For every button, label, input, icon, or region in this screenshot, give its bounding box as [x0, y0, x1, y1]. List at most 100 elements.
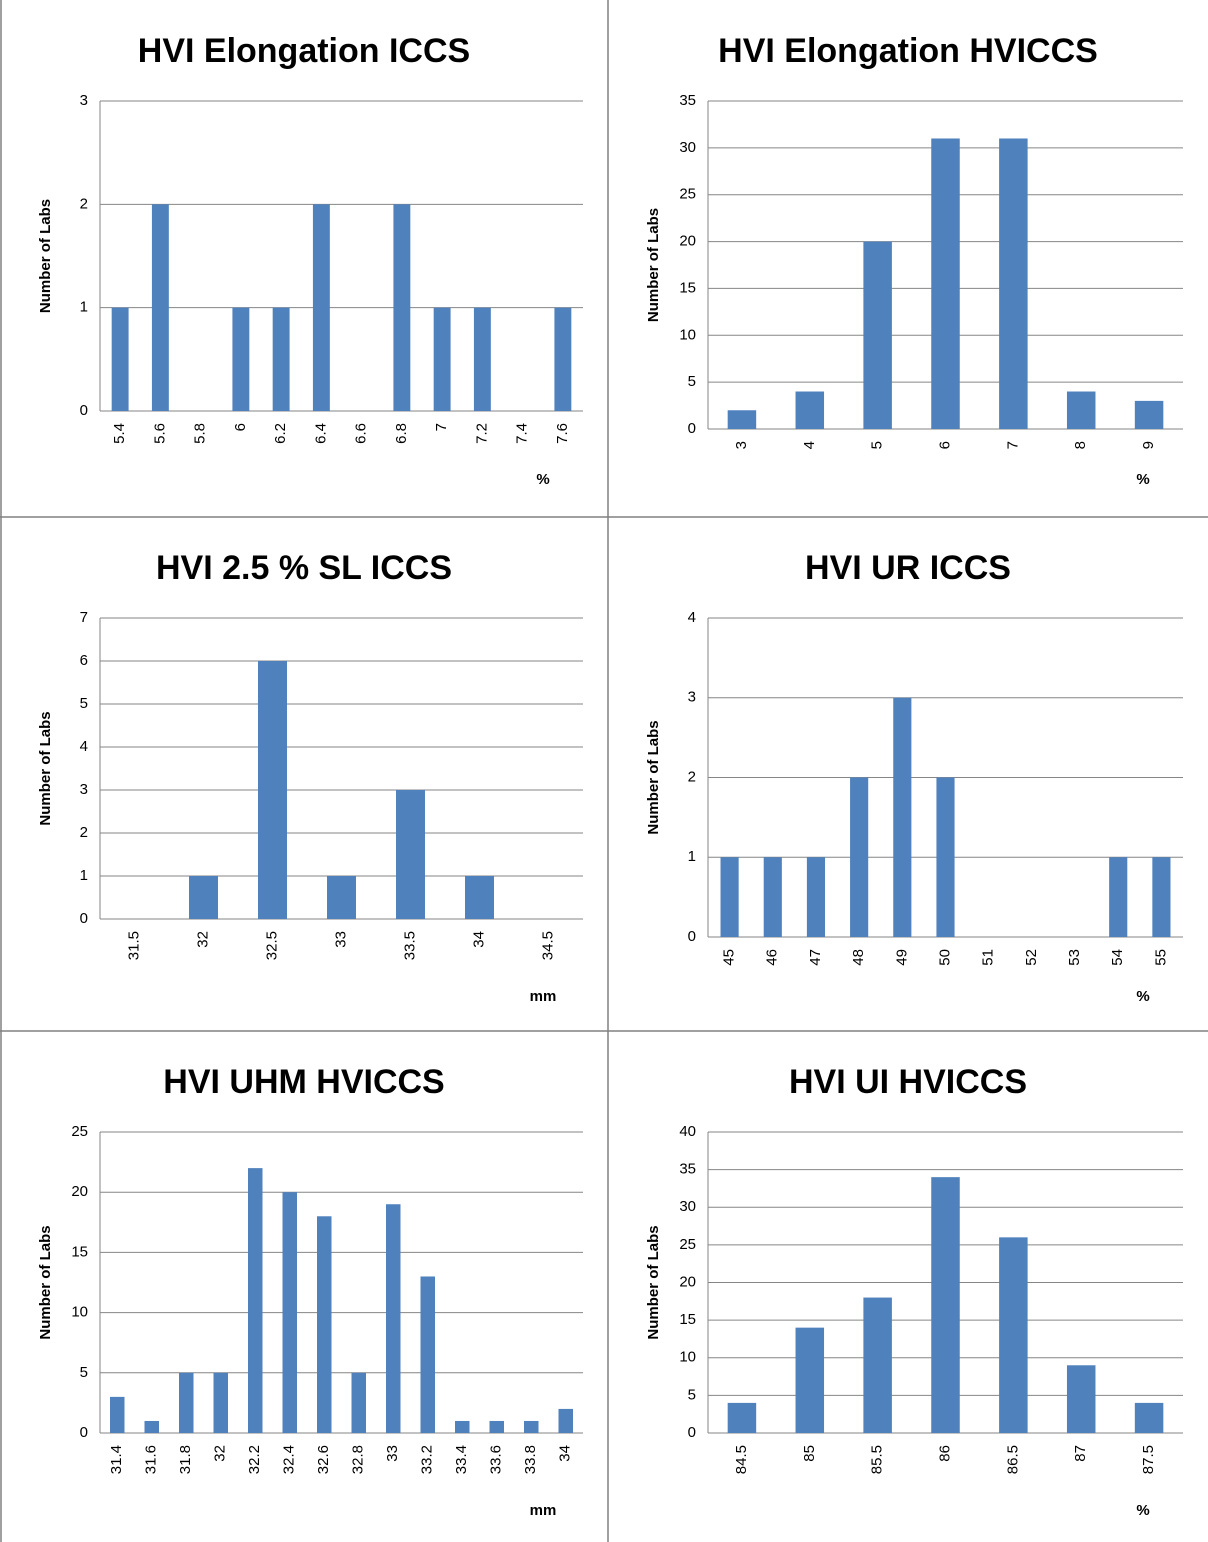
y-tick-label: 20 — [71, 1183, 88, 1200]
bar — [455, 1420, 470, 1433]
y-tick-label: 35 — [679, 1161, 696, 1178]
chart: HVI UHM HVICCS Number of Labs mm 0 5 10 15 20 25… — [37, 1063, 583, 1519]
y-tick-label: 15 — [679, 1311, 696, 1328]
y-tick-label: 6 — [80, 652, 88, 669]
x-tick-label: 52 — [1023, 949, 1040, 966]
x-tick-label: 6 — [232, 423, 249, 431]
bar — [351, 1372, 366, 1433]
bar — [111, 307, 129, 411]
bar — [795, 391, 825, 429]
y-axis-label: Number of Labs — [37, 199, 54, 313]
bar — [999, 138, 1028, 429]
y-tick-label: 5 — [80, 1364, 88, 1381]
x-tick-label: 31.8 — [177, 1445, 194, 1474]
bar — [110, 1396, 125, 1433]
y-tick-label: 0 — [688, 420, 696, 437]
y-tick-label: 4 — [80, 738, 88, 755]
bar — [806, 857, 826, 937]
x-tick-label: 6.6 — [353, 423, 370, 444]
bar — [272, 307, 290, 411]
bar — [558, 1408, 573, 1433]
y-tick-label: 25 — [679, 1236, 696, 1253]
x-tick-label: 45 — [721, 949, 738, 966]
y-tick-label: 0 — [688, 1424, 696, 1441]
x-axis-label: % — [1136, 988, 1149, 1005]
bar — [850, 777, 869, 937]
y-axis-label: Number of Labs — [645, 208, 662, 322]
x-tick-label: 87.5 — [1140, 1445, 1157, 1474]
y-tick-label: 1 — [688, 848, 696, 865]
y-tick-label: 10 — [679, 326, 696, 343]
chart-title: HVI UI HVICCS — [789, 1063, 1027, 1101]
y-tick-label: 1 — [80, 867, 88, 884]
bar — [1109, 857, 1128, 937]
bar — [863, 1297, 892, 1433]
x-tick-label: 48 — [850, 949, 867, 966]
bar — [1134, 1402, 1164, 1433]
x-tick-label: 86.5 — [1004, 1445, 1021, 1474]
y-tick-label: 15 — [679, 279, 696, 296]
bar — [931, 1177, 960, 1433]
bar — [248, 1168, 263, 1433]
bar — [213, 1372, 228, 1433]
x-tick-label: 31.6 — [143, 1445, 160, 1474]
y-tick-label: 5 — [688, 373, 696, 390]
x-tick-label: 87 — [1072, 1445, 1089, 1462]
y-tick-label: 7 — [80, 609, 88, 626]
x-tick-label: 5.4 — [111, 423, 128, 444]
y-tick-label: 0 — [80, 1424, 88, 1441]
bar — [863, 241, 892, 429]
chart-title: HVI UR ICCS — [805, 549, 1011, 587]
y-tick-label: 25 — [679, 186, 696, 203]
x-tick-label: 7 — [433, 423, 450, 431]
y-tick-label: 1 — [80, 299, 88, 316]
bar — [144, 1420, 159, 1433]
y-tick-label: 20 — [679, 1273, 696, 1290]
y-axis-label: Number of Labs — [37, 711, 54, 825]
x-tick-label: 6.4 — [312, 423, 329, 444]
x-tick-label: 51 — [980, 949, 997, 966]
x-tick-label: 33 — [384, 1445, 401, 1462]
bar — [893, 697, 912, 937]
bar — [151, 204, 169, 411]
x-tick-label: 46 — [764, 949, 781, 966]
x-tick-label: 32.6 — [315, 1445, 332, 1474]
y-tick-label: 35 — [679, 92, 696, 109]
y-tick-label: 0 — [688, 928, 696, 945]
x-tick-label: 84.5 — [733, 1445, 750, 1474]
x-tick-label: 85 — [801, 1445, 818, 1462]
y-tick-label: 40 — [679, 1123, 696, 1140]
x-tick-label: 5 — [869, 441, 886, 449]
chart-title: HVI Elongation HVICCS — [718, 32, 1098, 70]
x-axis-label: % — [1136, 471, 1149, 488]
x-tick-label: 7 — [1004, 441, 1021, 449]
x-tick-label: 9 — [1140, 441, 1157, 449]
bar — [489, 1420, 504, 1433]
y-tick-label: 2 — [688, 768, 696, 785]
bar — [763, 857, 782, 937]
y-tick-label: 15 — [71, 1243, 88, 1260]
y-tick-label: 20 — [679, 233, 696, 250]
chart: HVI UI HVICCS Number of Labs% 0 5 10 15 20 25 30… — [645, 1063, 1183, 1519]
y-tick-label: 10 — [679, 1349, 696, 1366]
x-tick-label: 8 — [1072, 441, 1089, 449]
bar — [465, 876, 494, 919]
y-tick-label: 3 — [688, 689, 696, 706]
x-tick-label: 49 — [893, 949, 910, 966]
x-tick-label: 33.8 — [522, 1445, 539, 1474]
x-tick-label: 32.8 — [350, 1445, 367, 1474]
x-tick-label: 7.4 — [514, 423, 531, 444]
bar — [420, 1276, 435, 1433]
x-tick-label: 47 — [807, 949, 824, 966]
x-tick-label: 6 — [936, 441, 953, 449]
x-tick-label: 85.5 — [869, 1445, 886, 1474]
bar — [931, 138, 960, 429]
bar — [554, 307, 572, 411]
x-tick-label: 55 — [1152, 949, 1169, 966]
x-axis-label: mm — [530, 988, 557, 1005]
y-tick-label: 4 — [688, 609, 696, 626]
x-tick-label: 32.4 — [281, 1445, 298, 1474]
x-tick-label: 5.6 — [151, 423, 168, 444]
chart: HVI Elongation HVICCS Number of Labs% 0 5 10… — [645, 32, 1183, 488]
